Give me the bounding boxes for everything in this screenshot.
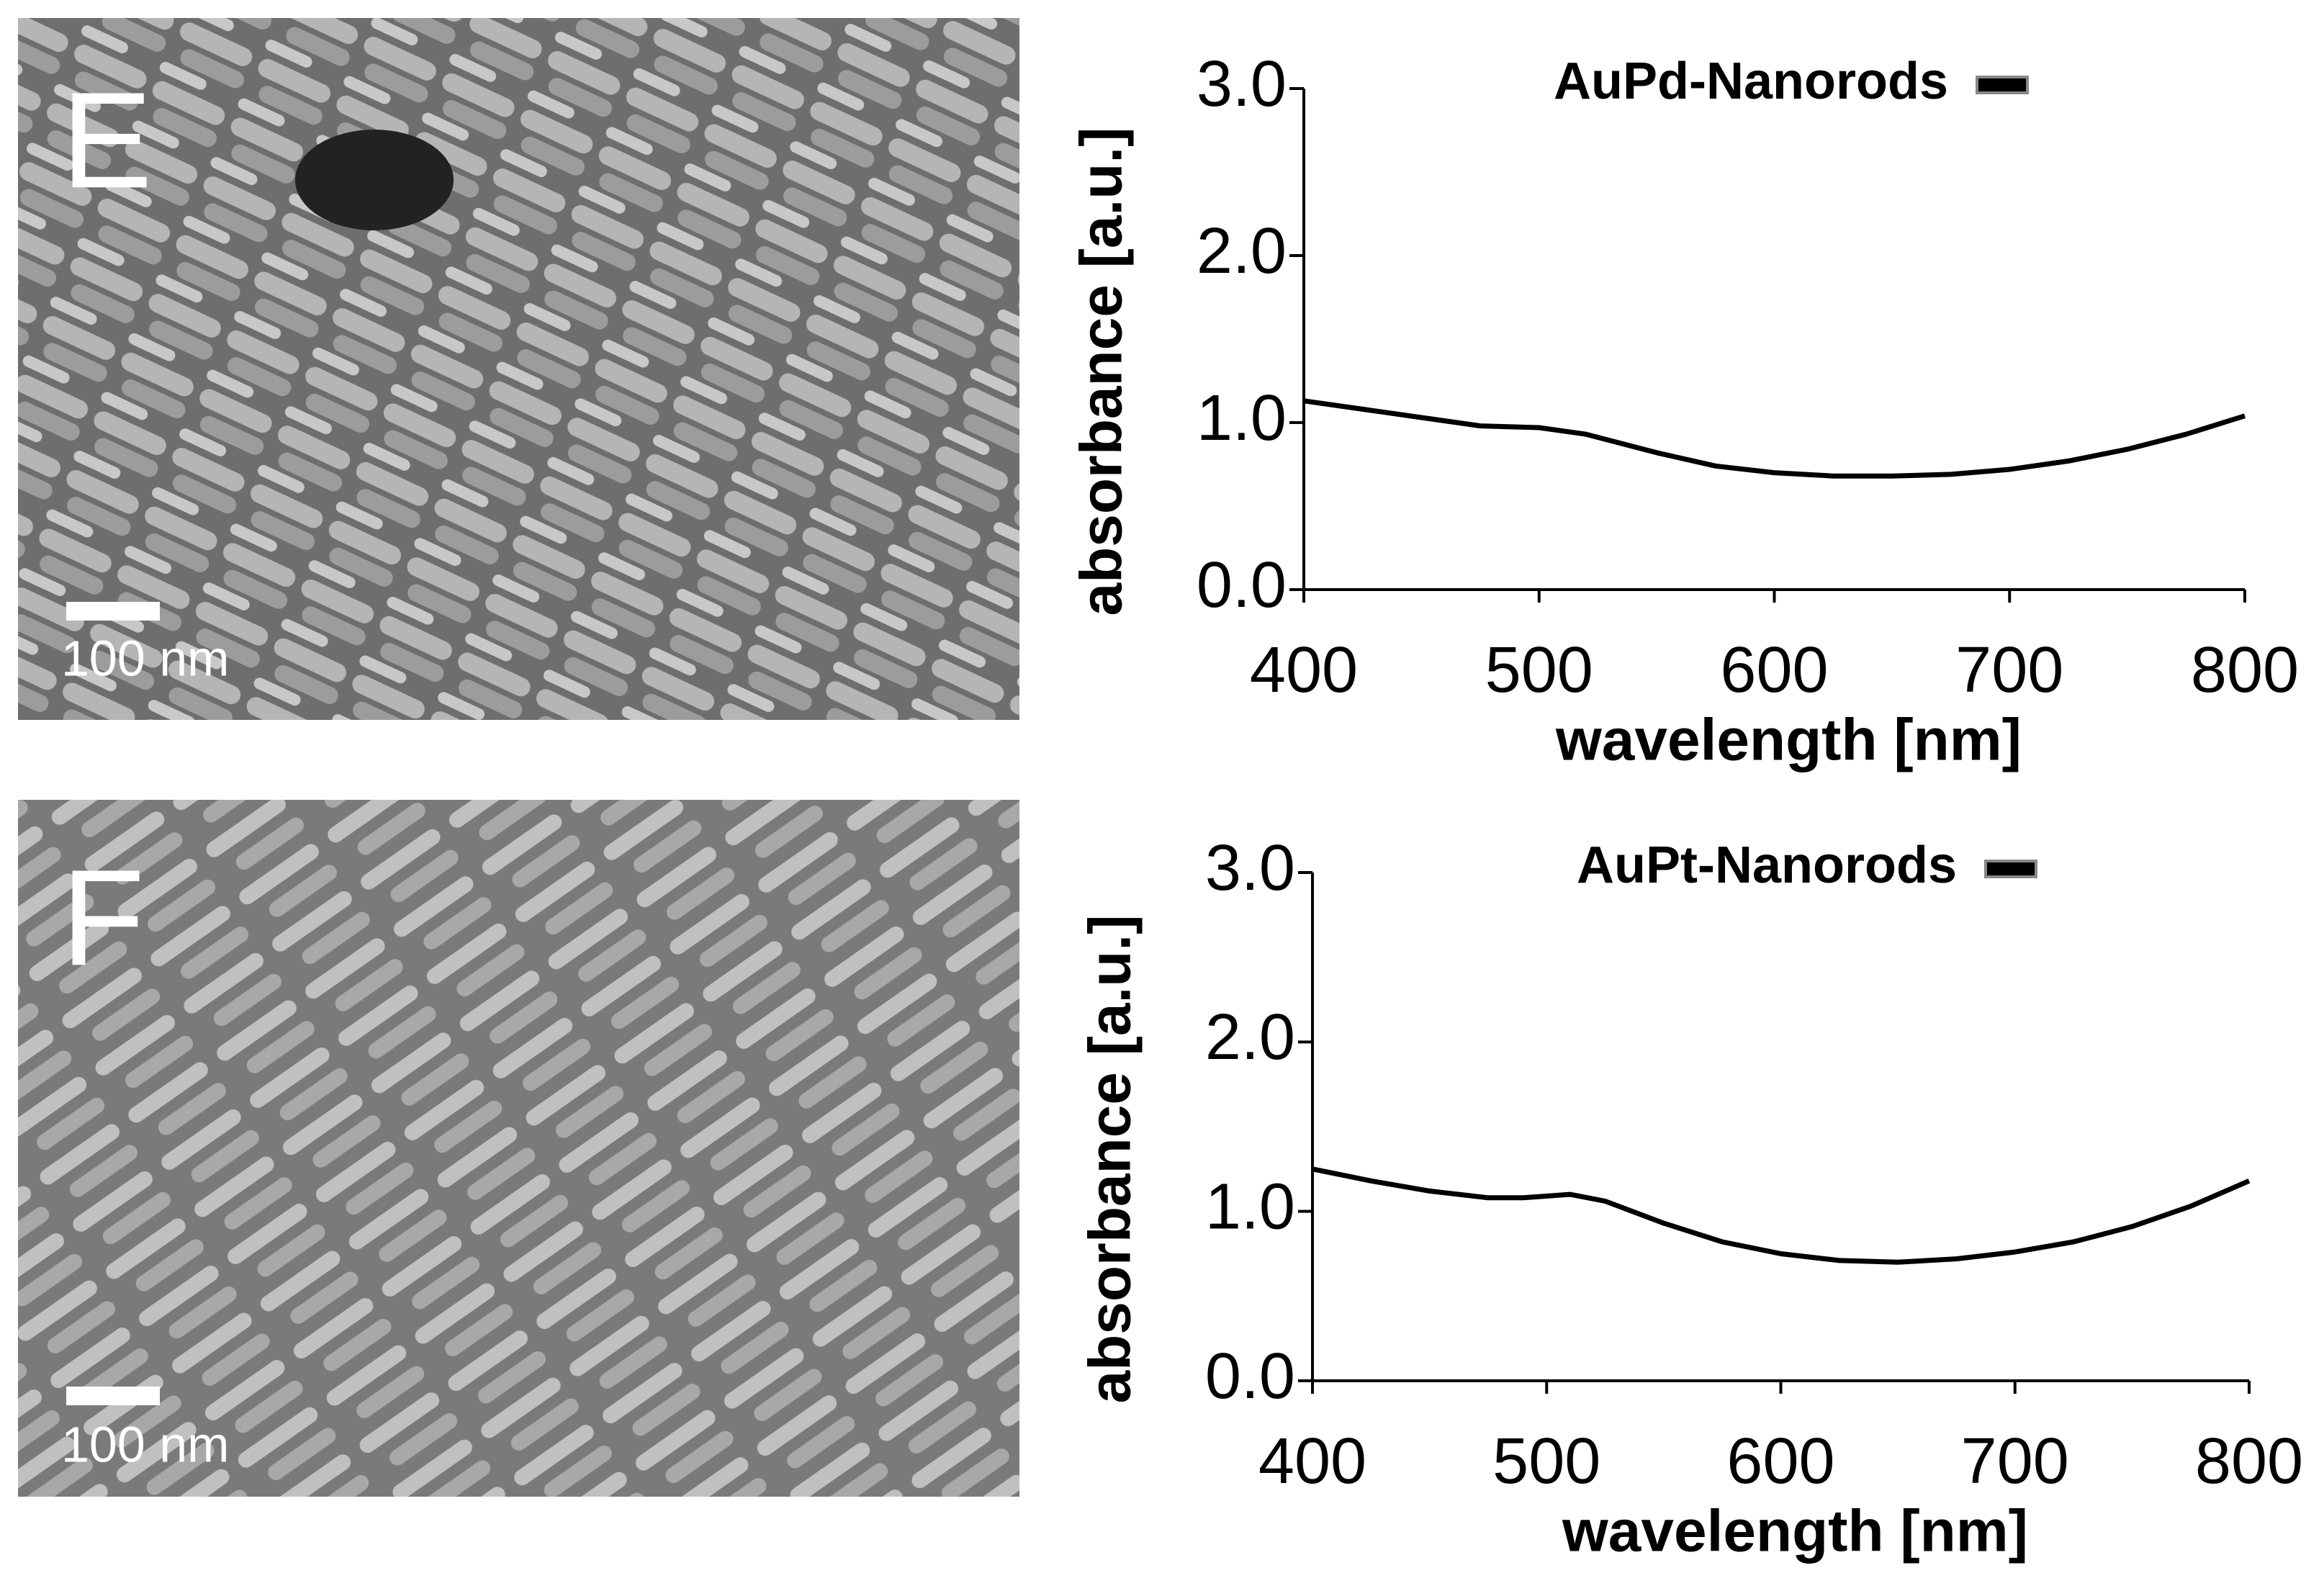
x-tick-label: 500 [1485, 634, 1593, 706]
scale-bar-label: 100 nm [61, 630, 229, 686]
legend-label: AuPt-Nanorods [1577, 837, 1957, 894]
scale-bar [66, 602, 160, 621]
sem-image: F 100 nm [18, 800, 1019, 1497]
x-axis-label: wavelength [nm] [1555, 708, 2022, 773]
x-tick-label: 800 [2191, 634, 2299, 706]
panel-label: F [61, 842, 145, 994]
y-tick-label: 3.0 [1205, 832, 1295, 904]
y-tick-label: 2.0 [1205, 1001, 1295, 1073]
data-line [1312, 1166, 2251, 1265]
x-tick-label: 800 [2195, 1425, 2303, 1497]
scale-bar [66, 1387, 160, 1405]
x-axis-label: wavelength [nm] [1562, 1499, 2028, 1564]
y-tick-label: 0.0 [1197, 549, 1287, 621]
y-tick-label: 0.0 [1205, 1340, 1295, 1412]
scale-bar-label: 100 nm [61, 1416, 229, 1472]
panel-label: E [61, 64, 153, 217]
y-axis-label: absorbance [a.u.] [1078, 915, 1143, 1404]
y-tick-label: 2.0 [1197, 215, 1287, 287]
y-tick-label: 1.0 [1197, 382, 1287, 454]
legend-swatch [1976, 76, 2029, 94]
y-axis-label: absorbance [a.u.] [1069, 127, 1135, 616]
y-tick-label: 1.0 [1205, 1171, 1295, 1243]
x-tick-label: 400 [1258, 1425, 1366, 1497]
y-tick-label: 3.0 [1197, 48, 1287, 120]
x-tick-label: 700 [1961, 1425, 2069, 1497]
x-tick-label: 500 [1492, 1425, 1600, 1497]
data-line [1303, 398, 2246, 479]
legend-label: AuPd-Nanorods [1554, 53, 1948, 110]
legend-swatch [1984, 860, 2037, 878]
x-tick-label: 400 [1250, 634, 1358, 706]
sem-image: E 100 nm [18, 18, 1019, 720]
x-tick-label: 700 [1955, 634, 2063, 706]
x-tick-label: 600 [1720, 634, 1828, 706]
x-tick-label: 600 [1726, 1425, 1834, 1497]
